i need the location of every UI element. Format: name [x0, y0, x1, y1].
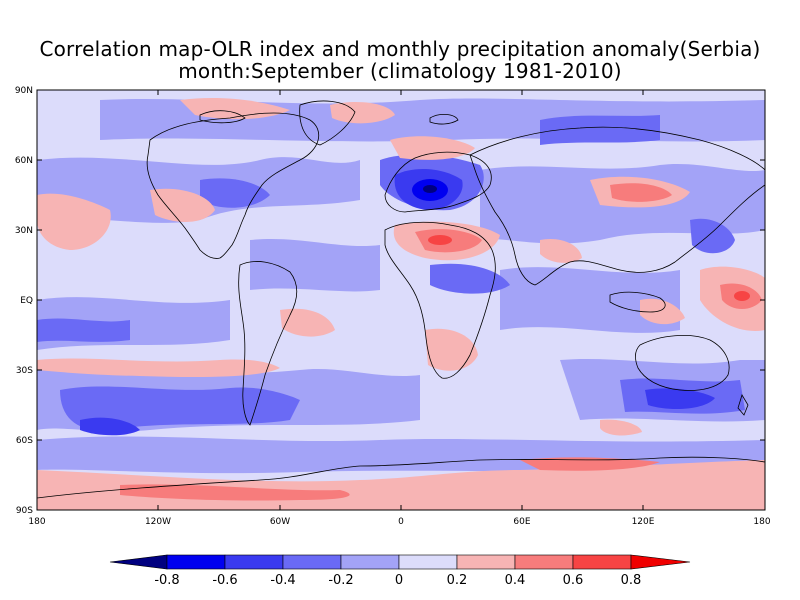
greenland-outline	[299, 100, 356, 146]
strong-positive-regions	[428, 235, 750, 301]
colorbar-swatch	[166, 554, 226, 570]
colorbar-swatch	[340, 554, 400, 570]
map-title-line1: Correlation map-OLR index and monthly pr…	[39, 37, 761, 61]
colorbar-swatch	[282, 554, 342, 570]
lon-label-180w: 180	[28, 517, 45, 527]
latitude-axis: 90N 60N 30N EQ 30S 60S 90S	[15, 86, 765, 516]
south-america-outline	[238, 261, 298, 426]
lon-label-60e: 60E	[513, 517, 530, 527]
longitude-axis: 180 120W 60W 0 60E 120E 180	[28, 90, 771, 527]
colorbar-label: 0.4	[505, 573, 526, 588]
lon-label-60w: 60W	[270, 517, 290, 527]
colorbar-swatch	[109, 554, 168, 570]
colorbar-label: 0.6	[563, 573, 584, 588]
asia-outline	[469, 126, 765, 286]
correlation-field	[37, 90, 765, 510]
lat-label-90s: 90S	[16, 506, 33, 516]
colorbar: -0.8 -0.6 -0.4 -0.2 0 0.2 0.4 0.6 0.8	[109, 554, 691, 588]
map-title-line2: month:September (climatology 1981-2010)	[178, 59, 622, 83]
indonesia-outline	[609, 291, 666, 313]
extreme-negative-core	[423, 185, 437, 193]
lat-label-30s: 30S	[16, 366, 33, 376]
colorbar-label: -0.2	[328, 573, 353, 588]
antarctica-outline	[37, 456, 765, 499]
colorbar-swatch	[398, 554, 458, 570]
colorbar-label: -0.4	[270, 573, 295, 588]
lon-label-120e: 120E	[632, 517, 655, 527]
lat-label-60n: 60N	[15, 156, 33, 166]
colorbar-label: 0.2	[447, 573, 468, 588]
lat-label-90n: 90N	[15, 86, 33, 96]
colorbar-label: 0	[395, 573, 403, 588]
australia-outline	[635, 335, 730, 391]
lat-label-30n: 30N	[15, 226, 33, 236]
lon-label-180e: 180	[753, 517, 770, 527]
africa-outline	[384, 221, 496, 379]
lat-label-eq: EQ	[20, 296, 33, 306]
arctic-islands-outline	[199, 110, 246, 124]
colorbar-swatch	[514, 554, 574, 570]
europe-outline	[384, 151, 492, 213]
lon-label-120w: 120W	[145, 517, 171, 527]
colorbar-swatch	[572, 554, 632, 570]
new-zealand-outline	[737, 394, 749, 416]
colorbar-swatch	[224, 554, 284, 570]
north-america-outline	[146, 112, 320, 259]
colorbar-label: -0.6	[212, 573, 237, 588]
colorbar-label: 0.8	[621, 573, 642, 588]
coastlines	[37, 100, 765, 499]
colorbar-swatch	[630, 554, 691, 570]
svalbard-outline	[429, 114, 459, 125]
lon-label-0: 0	[398, 517, 404, 527]
lat-label-60s: 60S	[16, 436, 33, 446]
colorbar-label: -0.8	[154, 573, 179, 588]
colorbar-swatch	[456, 554, 516, 570]
